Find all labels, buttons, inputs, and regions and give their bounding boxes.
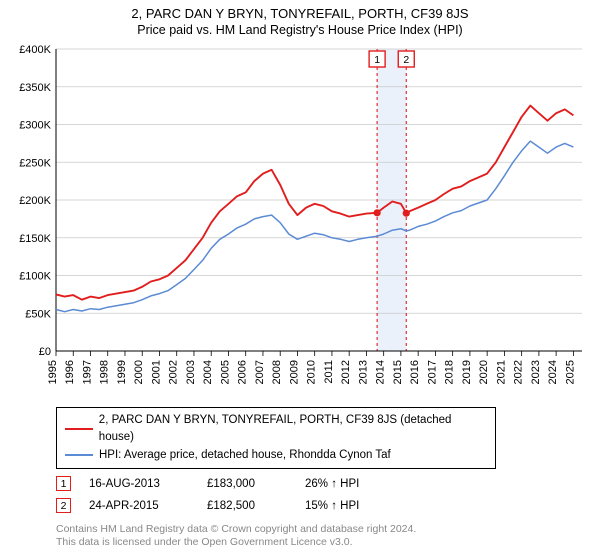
legend-label: HPI: Average price, detached house, Rhon… xyxy=(99,447,391,464)
legend-swatch-hpi xyxy=(65,454,93,456)
svg-text:2001: 2001 xyxy=(150,360,162,384)
svg-text:1995: 1995 xyxy=(47,360,59,384)
svg-text:2019: 2019 xyxy=(461,360,473,384)
footer-line: Contains HM Land Registry data © Crown c… xyxy=(56,523,590,537)
legend-swatch-property xyxy=(65,428,93,430)
svg-text:1997: 1997 xyxy=(81,360,93,384)
table-row: 1 16-AUG-2013 £183,000 26% ↑ HPI xyxy=(56,473,590,495)
svg-text:1: 1 xyxy=(374,54,380,66)
svg-text:2012: 2012 xyxy=(340,360,352,384)
svg-text:1998: 1998 xyxy=(99,360,111,384)
svg-text:£100K: £100K xyxy=(19,271,51,283)
svg-text:2024: 2024 xyxy=(547,360,559,384)
svg-text:2005: 2005 xyxy=(219,360,231,384)
chart-area: £0 £50K £100K £150K £200K £250K £300K £350K £400… xyxy=(10,41,590,401)
svg-text:2014: 2014 xyxy=(375,360,387,384)
svg-text:2018: 2018 xyxy=(444,360,456,384)
svg-text:2: 2 xyxy=(403,54,409,66)
chart-page: 2, PARC DAN Y BRYN, TONYREFAIL, PORTH, C… xyxy=(0,0,600,550)
sale-price: £183,000 xyxy=(207,478,287,490)
svg-text:2003: 2003 xyxy=(185,360,197,384)
svg-text:2000: 2000 xyxy=(133,360,145,384)
sale-delta: 26% ↑ HPI xyxy=(305,478,395,490)
svg-text:2013: 2013 xyxy=(357,360,369,384)
svg-text:2008: 2008 xyxy=(271,360,283,384)
svg-text:2025: 2025 xyxy=(564,360,576,384)
sale-delta: 15% ↑ HPI xyxy=(305,500,395,512)
svg-text:2020: 2020 xyxy=(478,360,490,384)
sale-date: 24-APR-2015 xyxy=(89,500,189,512)
svg-text:2010: 2010 xyxy=(306,360,318,384)
svg-text:2021: 2021 xyxy=(495,360,507,384)
svg-text:£250K: £250K xyxy=(19,157,51,169)
svg-text:2007: 2007 xyxy=(254,360,266,384)
footer-attribution: Contains HM Land Registry data © Crown c… xyxy=(56,523,590,550)
svg-text:£150K: £150K xyxy=(19,233,51,245)
legend-label: 2, PARC DAN Y BRYN, TONYREFAIL, PORTH, C… xyxy=(99,412,487,447)
svg-text:2022: 2022 xyxy=(513,360,525,384)
svg-text:£300K: £300K xyxy=(19,120,51,132)
footer-line: This data is licensed under the Open Gov… xyxy=(56,536,590,550)
svg-text:2009: 2009 xyxy=(288,360,300,384)
svg-text:£0: £0 xyxy=(39,346,51,358)
svg-text:2017: 2017 xyxy=(426,360,438,384)
sales-table: 1 16-AUG-2013 £183,000 26% ↑ HPI 2 24-AP… xyxy=(56,473,590,517)
svg-text:2015: 2015 xyxy=(392,360,404,384)
legend-row-property: 2, PARC DAN Y BRYN, TONYREFAIL, PORTH, C… xyxy=(65,412,487,447)
legend-row-hpi: HPI: Average price, detached house, Rhon… xyxy=(65,447,487,464)
table-row: 2 24-APR-2015 £182,500 15% ↑ HPI xyxy=(56,495,590,517)
sale-marker-icon: 1 xyxy=(56,476,71,491)
svg-text:£50K: £50K xyxy=(25,308,51,320)
page-subtitle: Price paid vs. HM Land Registry's House … xyxy=(10,23,590,37)
svg-text:2004: 2004 xyxy=(202,360,214,384)
sale-date: 16-AUG-2013 xyxy=(89,478,189,490)
svg-text:2011: 2011 xyxy=(323,360,335,384)
svg-text:2016: 2016 xyxy=(409,360,421,384)
sale-price: £182,500 xyxy=(207,500,287,512)
svg-text:2006: 2006 xyxy=(237,360,249,384)
svg-text:2023: 2023 xyxy=(530,360,542,384)
page-title: 2, PARC DAN Y BRYN, TONYREFAIL, PORTH, C… xyxy=(10,6,590,21)
svg-text:2002: 2002 xyxy=(168,360,180,384)
line-chart: £0 £50K £100K £150K £200K £250K £300K £350K £400… xyxy=(10,41,590,401)
svg-text:£400K: £400K xyxy=(19,44,51,56)
legend: 2, PARC DAN Y BRYN, TONYREFAIL, PORTH, C… xyxy=(56,407,496,469)
svg-text:1996: 1996 xyxy=(64,360,76,384)
svg-text:£200K: £200K xyxy=(19,195,51,207)
svg-text:£350K: £350K xyxy=(19,82,51,94)
svg-text:1999: 1999 xyxy=(116,360,128,384)
sale-marker-icon: 2 xyxy=(56,498,71,513)
